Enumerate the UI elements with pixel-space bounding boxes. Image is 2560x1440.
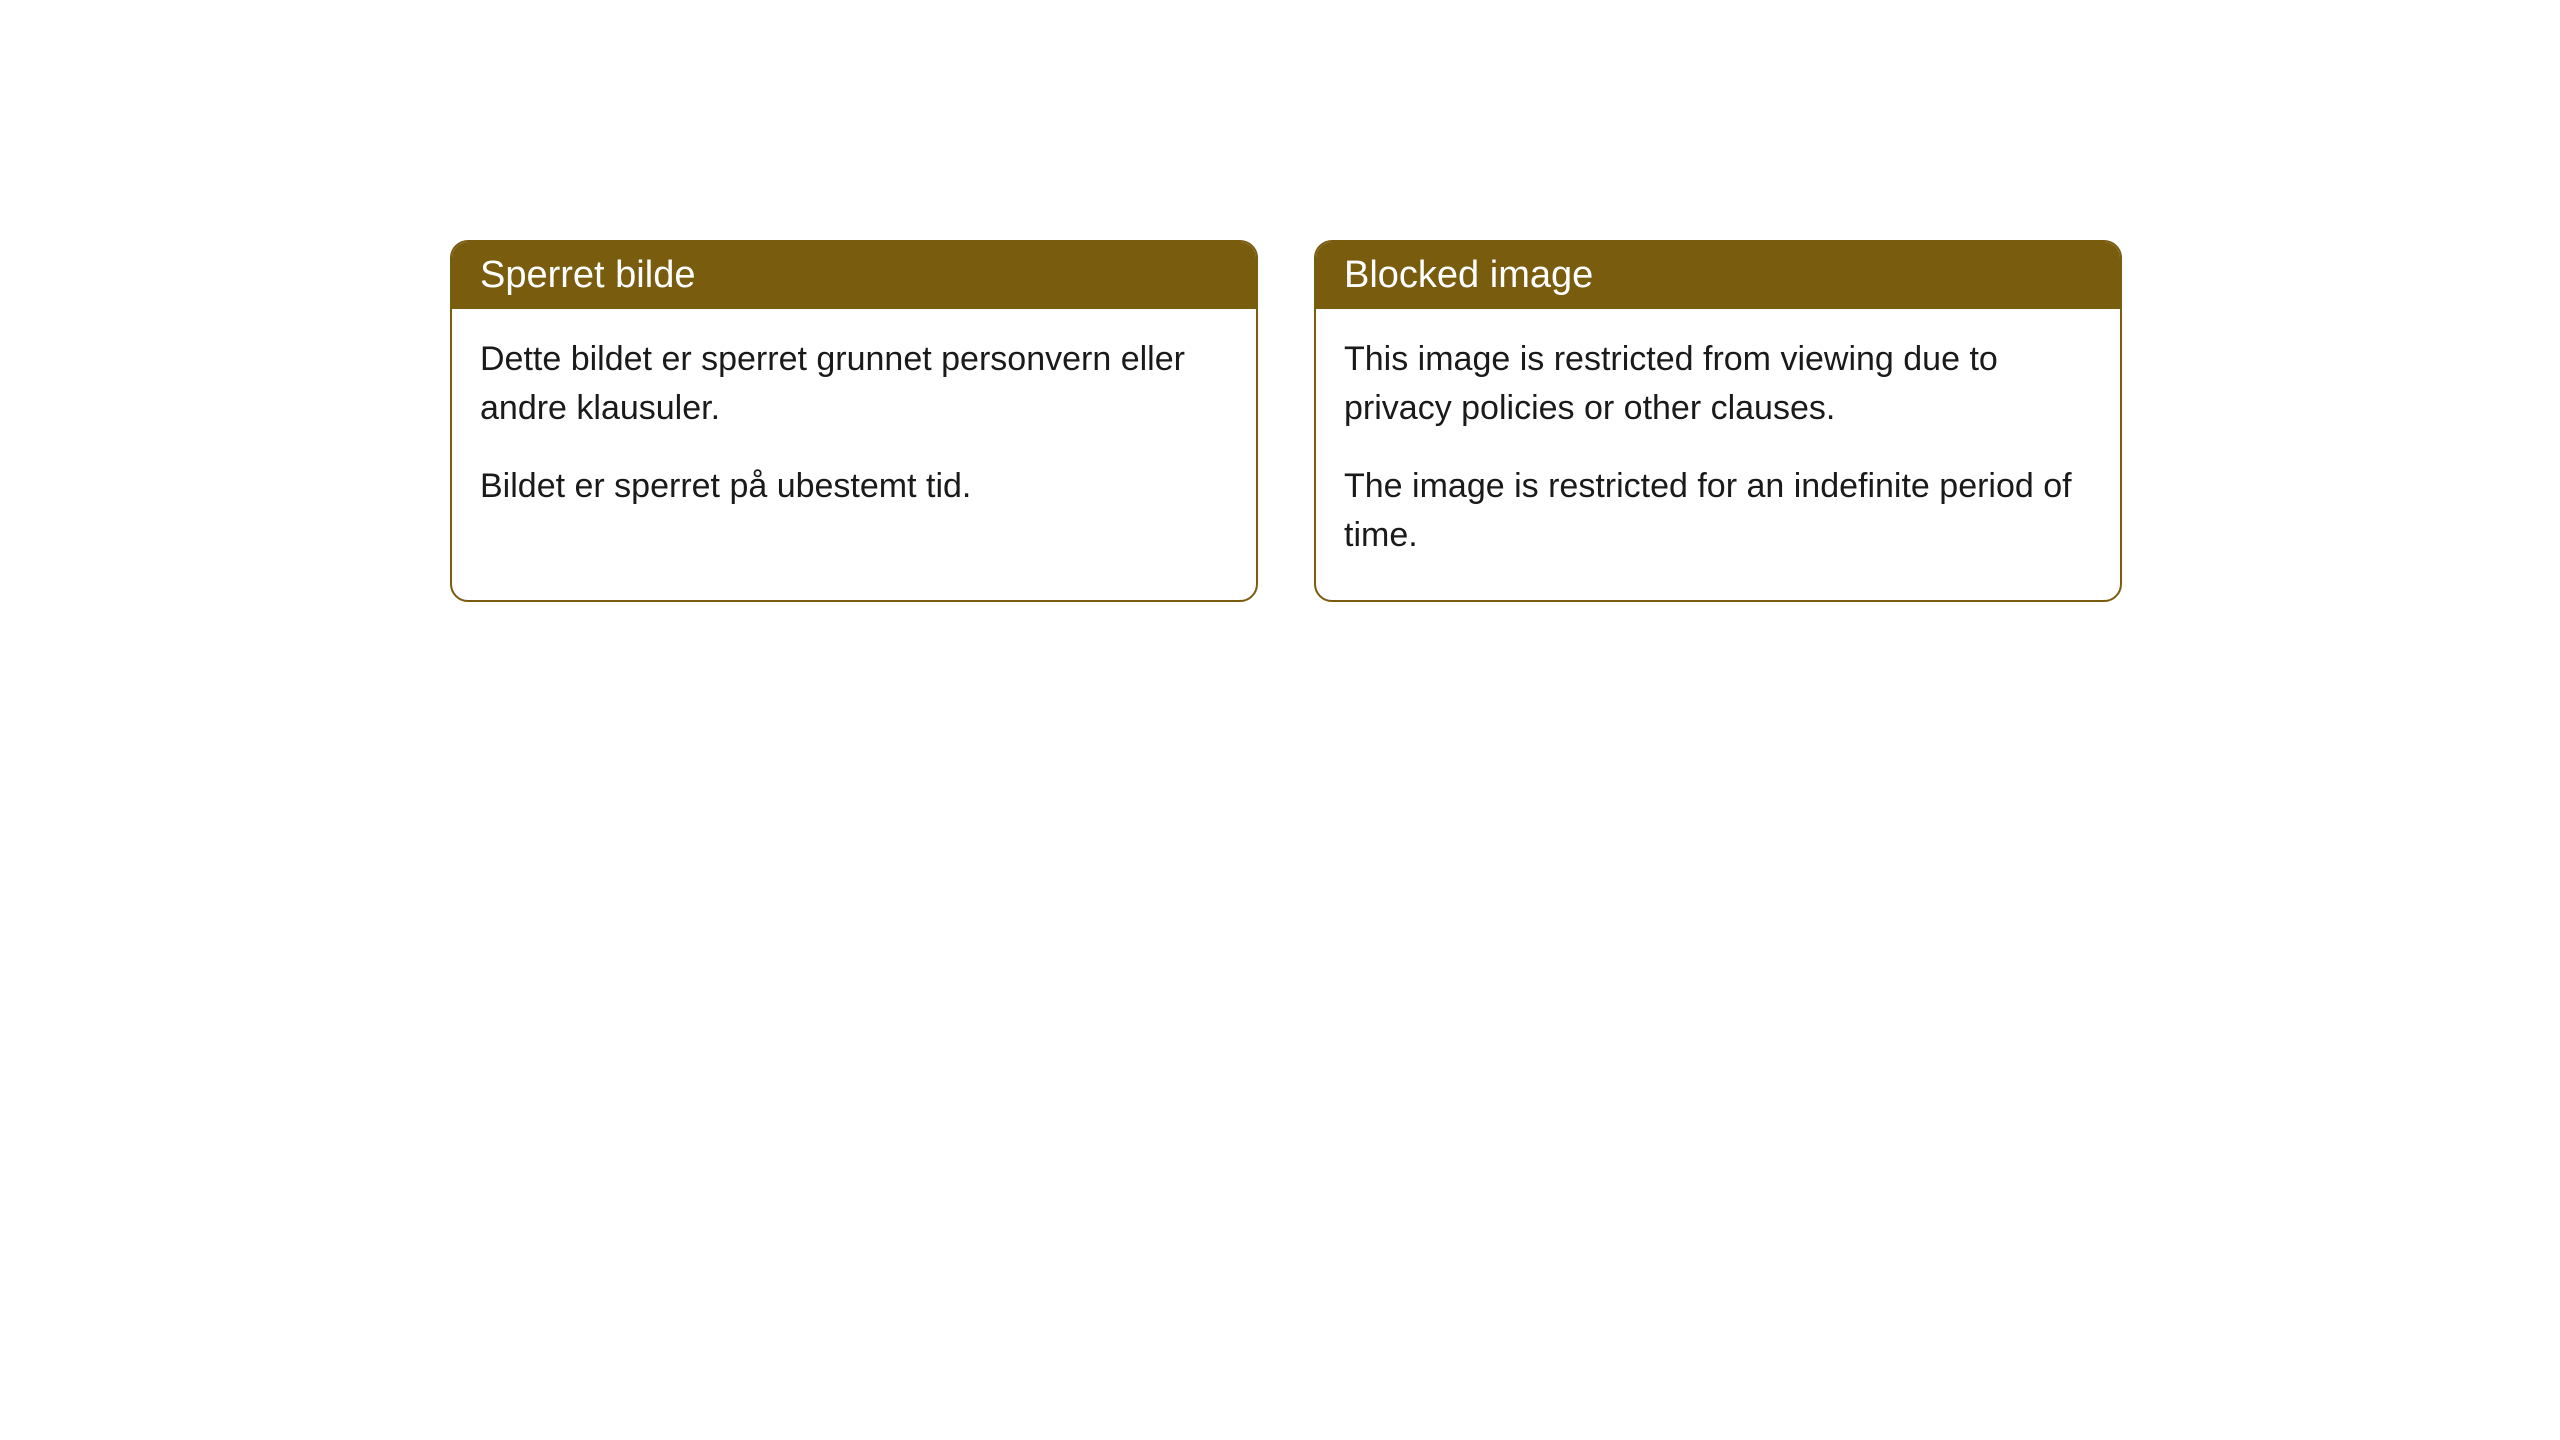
card-body-no: Dette bildet er sperret grunnet personve… [452,309,1256,551]
card-body-en: This image is restricted from viewing du… [1316,309,2120,600]
blocked-image-card-en: Blocked image This image is restricted f… [1314,240,2122,602]
card-paragraph-1-no: Dette bildet er sperret grunnet personve… [480,335,1228,434]
card-paragraph-2-en: The image is restricted for an indefinit… [1344,462,2092,561]
card-header-en: Blocked image [1316,242,2120,309]
cards-container: Sperret bilde Dette bildet er sperret gr… [450,240,2122,602]
card-paragraph-1-en: This image is restricted from viewing du… [1344,335,2092,434]
card-header-no: Sperret bilde [452,242,1256,309]
blocked-image-card-no: Sperret bilde Dette bildet er sperret gr… [450,240,1258,602]
card-paragraph-2-no: Bildet er sperret på ubestemt tid. [480,462,1228,511]
